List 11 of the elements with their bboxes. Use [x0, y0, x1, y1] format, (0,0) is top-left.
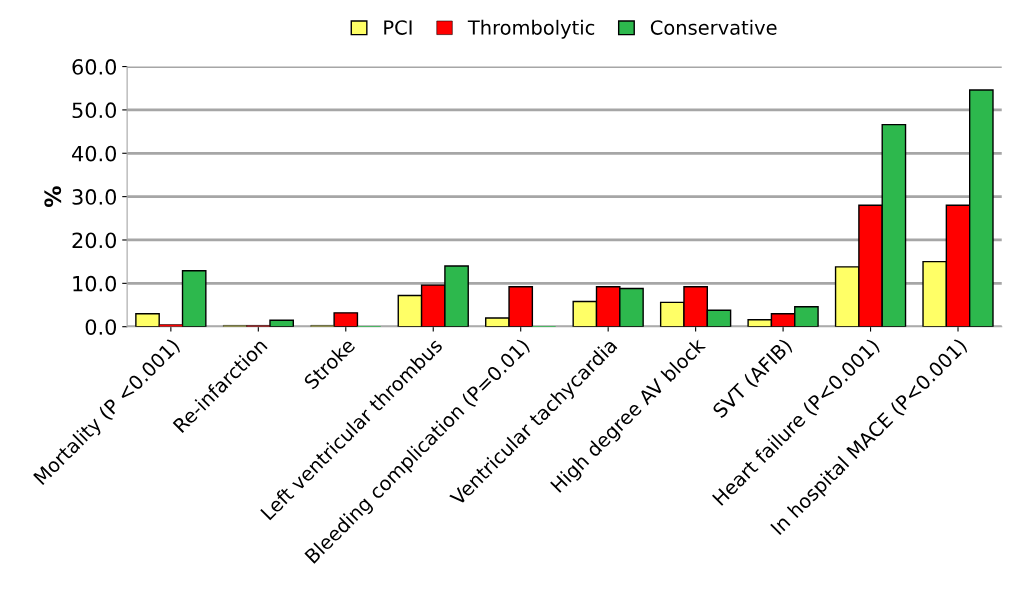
y-tick-label: 10.0	[73, 275, 117, 292]
y-tick-label: 60.0	[72, 59, 117, 75]
legend-label: PCI	[384, 20, 412, 35]
legend-label: Conservative	[650, 19, 777, 35]
y-tick-label: 0.0	[85, 319, 117, 335]
y-tick-label: 20.0	[72, 232, 117, 249]
y-axis-title: %	[44, 186, 62, 208]
y-tick-label: 30.0	[72, 189, 117, 205]
y-tick-label: 50.0	[72, 102, 117, 119]
y-tick-label: 40.0	[72, 145, 117, 162]
legend-label: Thrombolytic	[467, 19, 595, 39]
